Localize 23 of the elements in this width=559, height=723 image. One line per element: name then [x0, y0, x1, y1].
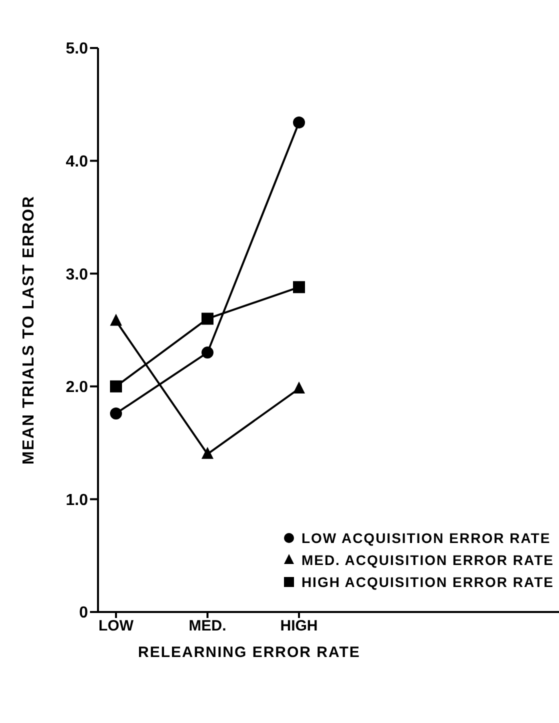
legend-label: LOW ACQUISITION ERROR RATE: [301, 530, 551, 546]
point: [202, 446, 214, 459]
point: [293, 281, 305, 294]
point: [293, 116, 305, 128]
point: [110, 407, 122, 420]
y-tick-label: 0: [79, 604, 88, 622]
y-tick-label: 1.0: [66, 492, 88, 509]
x-tick-label: MED.: [188, 618, 226, 635]
x-tick-label: LOW: [98, 618, 134, 635]
legend-label: HIGH ACQUISITION ERROR RATE: [301, 574, 554, 590]
y-tick-label: 3.0: [66, 266, 88, 284]
point: [110, 380, 122, 392]
legend-label: MED. ACQUISITION ERROR RATE: [301, 552, 554, 568]
point: [202, 312, 214, 325]
y-axis-title: MEAN TRIALS TO LAST ERROR: [20, 195, 38, 465]
point: [110, 314, 122, 326]
point: [293, 381, 305, 394]
x-tick-label: HIGH: [280, 618, 318, 635]
y-tick-label: 2.0: [66, 379, 88, 396]
x-axis-title: RELEARNING ERROR RATE: [138, 644, 360, 661]
y-tick-label: 4.0: [66, 153, 88, 170]
y-tick-label: 5.0: [66, 40, 88, 58]
point: [202, 346, 214, 359]
